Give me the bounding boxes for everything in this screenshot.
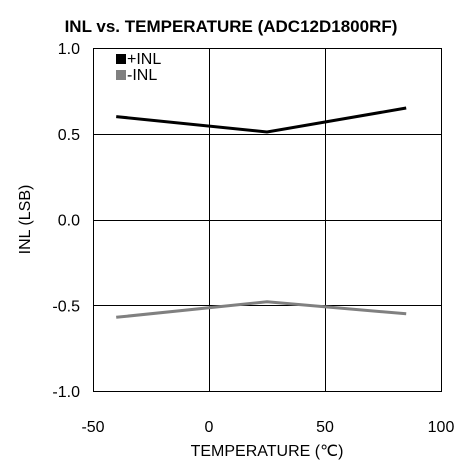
plot-area-frame: [93, 48, 442, 392]
x-tick-label: -50: [81, 419, 104, 436]
y-tick-label: 0.5: [58, 127, 80, 144]
legend-swatch-plus-inl: [116, 54, 126, 64]
y-axis-label: INL (LSB): [17, 185, 34, 255]
x-tick-label: 0: [205, 419, 214, 436]
series-line-plus-inl: [116, 106, 407, 134]
legend-swatch-minus-inl: [116, 70, 126, 80]
y-tick-label: 0.0: [58, 213, 80, 230]
y-tick-label: 1.0: [58, 41, 80, 58]
legend: +INL-INL: [116, 51, 161, 84]
x-axis-ticks: -50 0 50 100: [81, 419, 454, 436]
series-layer: [116, 106, 407, 319]
x-tick-label: 100: [428, 419, 455, 436]
y-tick-label: -0.5: [52, 298, 80, 315]
legend-label-minus-inl: -INL: [127, 67, 157, 84]
x-tick-label: 50: [316, 419, 334, 436]
chart-title: INL vs. TEMPERATURE (ADC12D1800RF): [65, 17, 398, 36]
y-axis-ticks: 1.0 0.5 0.0 -0.5 -1.0: [52, 41, 80, 401]
x-axis-label: TEMPERATURE (℃): [191, 443, 344, 460]
grid: [93, 48, 441, 391]
y-tick-label: -1.0: [52, 384, 80, 401]
series-line-minus-inl: [116, 300, 407, 319]
legend-label-plus-inl: +INL: [127, 51, 161, 68]
